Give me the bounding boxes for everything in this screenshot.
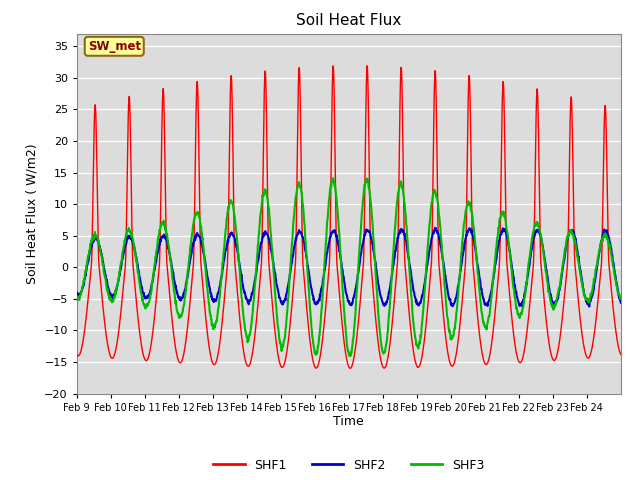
SHF2 xyxy=(477,287,485,292)
SHF1 xyxy=(158,127,166,133)
Legend: SHF1, SHF2, SHF3: SHF1, SHF2, SHF3 xyxy=(209,454,489,477)
SHF1 xyxy=(611,317,618,323)
SHF2 xyxy=(73,290,81,296)
SHF1 xyxy=(324,277,332,283)
SHF3 xyxy=(324,210,332,216)
SHF1 xyxy=(73,352,81,358)
SHF2 xyxy=(557,279,564,285)
SHF3 xyxy=(329,175,337,181)
Y-axis label: Soil Heat Flux ( W/m2): Soil Heat Flux ( W/m2) xyxy=(26,144,38,284)
SHF2 xyxy=(617,300,625,306)
SHF3 xyxy=(557,272,565,278)
SHF3 xyxy=(477,308,485,314)
SHF1 xyxy=(557,324,565,330)
SHF1 xyxy=(617,352,625,358)
SHF3 xyxy=(346,353,353,359)
SHF3 xyxy=(158,219,166,225)
SHF1 xyxy=(364,63,371,69)
SHF3 xyxy=(73,298,81,303)
SHF1 xyxy=(477,347,485,353)
SHF3 xyxy=(611,270,618,276)
Title: Soil Heat Flux: Soil Heat Flux xyxy=(296,13,401,28)
SHF1 xyxy=(335,278,342,284)
SHF2 xyxy=(335,241,342,247)
Line: SHF3: SHF3 xyxy=(77,178,621,356)
SHF2 xyxy=(611,267,618,273)
SHF2 xyxy=(431,225,439,231)
SHF2 xyxy=(158,235,166,240)
SHF1 xyxy=(346,365,354,371)
SHF2 xyxy=(324,245,332,251)
SHF2 xyxy=(586,304,593,310)
Line: SHF2: SHF2 xyxy=(77,228,621,307)
Text: SW_met: SW_met xyxy=(88,40,141,53)
X-axis label: Time: Time xyxy=(333,415,364,429)
Line: SHF1: SHF1 xyxy=(77,66,621,368)
SHF3 xyxy=(617,295,625,301)
SHF3 xyxy=(335,222,342,228)
